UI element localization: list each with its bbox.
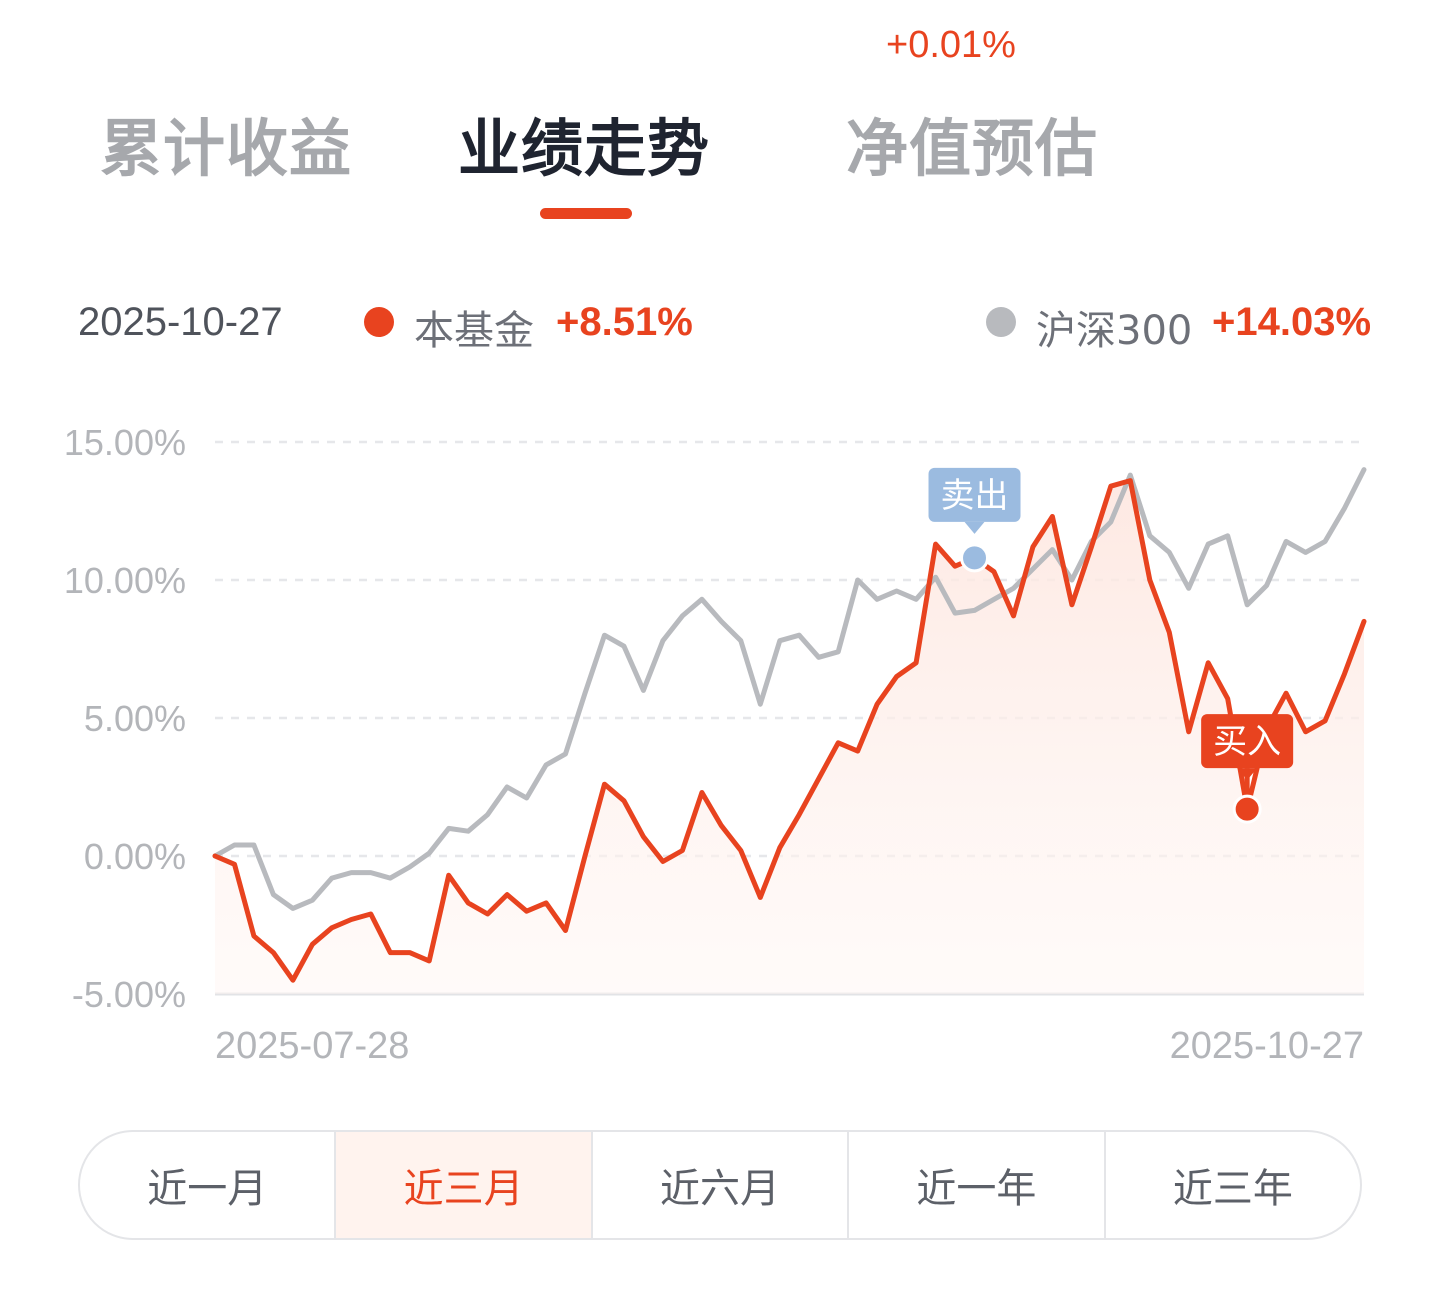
- marker-pointer: [964, 521, 985, 534]
- tab-bar: +0.01% 累计收益 业绩走势 净值预估: [0, 0, 1438, 230]
- y-tick-label: 0.00%: [84, 836, 186, 877]
- x-tick-end: 2025-10-27: [1170, 1025, 1364, 1067]
- y-tick-label: -5.00%: [72, 974, 186, 1015]
- fund-area: [215, 480, 1364, 994]
- buy-marker: 买入: [1201, 714, 1294, 824]
- range-3-years[interactable]: 近三年: [1172, 1166, 1293, 1212]
- marker-pointer: [1237, 768, 1258, 781]
- sell-marker: 卖出: [928, 467, 1021, 573]
- marker-label-box: [928, 467, 1021, 522]
- estimate-change-badge: +0.01%: [886, 24, 1016, 66]
- tab-performance-trend[interactable]: 业绩走势: [458, 112, 711, 185]
- marker-point: [1232, 794, 1262, 824]
- marker-point: [960, 543, 990, 573]
- marker-label: 买入: [1213, 722, 1281, 762]
- range-1-month[interactable]: 近一月: [80, 1132, 337, 1238]
- fund-series-line: [212, 478, 1367, 983]
- range-selector: 近一月 近三月 近六月 近一年 近三年: [78, 1130, 1362, 1240]
- x-tick-start: 2025-07-28: [215, 1025, 409, 1067]
- range-6-months[interactable]: 近六月: [593, 1132, 850, 1238]
- marker-label-box: [1201, 714, 1294, 769]
- index-legend-dot: [986, 307, 1016, 337]
- active-tab-indicator: [540, 208, 632, 219]
- index-legend-value: +14.03%: [1212, 300, 1372, 344]
- chart-legend: 2025-10-27 本基金 +8.51% 沪深300 +14.03%: [0, 290, 1438, 360]
- tab-nav-estimate[interactable]: 净值预估: [846, 112, 1099, 185]
- marker-label: 卖出: [941, 476, 1009, 516]
- fund-legend-value: +8.51%: [556, 300, 693, 344]
- range-3-months[interactable]: 近三月: [336, 1132, 593, 1238]
- index-series-line: [212, 467, 1367, 911]
- fund-legend-name: 本基金: [414, 308, 534, 354]
- y-tick-label: 10.00%: [64, 560, 186, 601]
- y-tick-label: 15.00%: [64, 422, 186, 463]
- tab-cumulative-return[interactable]: 累计收益: [100, 112, 353, 185]
- legend-date: 2025-10-27: [78, 300, 283, 344]
- index-legend-name: 沪深300: [1036, 308, 1193, 354]
- fund-legend-dot: [364, 307, 394, 337]
- y-tick-label: 5.00%: [84, 698, 186, 739]
- range-1-year[interactable]: 近一年: [849, 1132, 1106, 1238]
